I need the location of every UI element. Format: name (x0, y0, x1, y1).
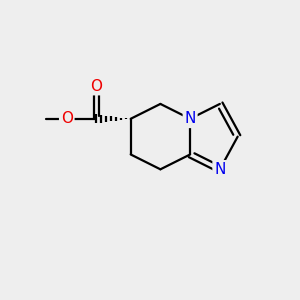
Text: N: N (214, 162, 226, 177)
Text: O: O (61, 111, 73, 126)
Text: O: O (91, 79, 103, 94)
Text: N: N (184, 111, 196, 126)
